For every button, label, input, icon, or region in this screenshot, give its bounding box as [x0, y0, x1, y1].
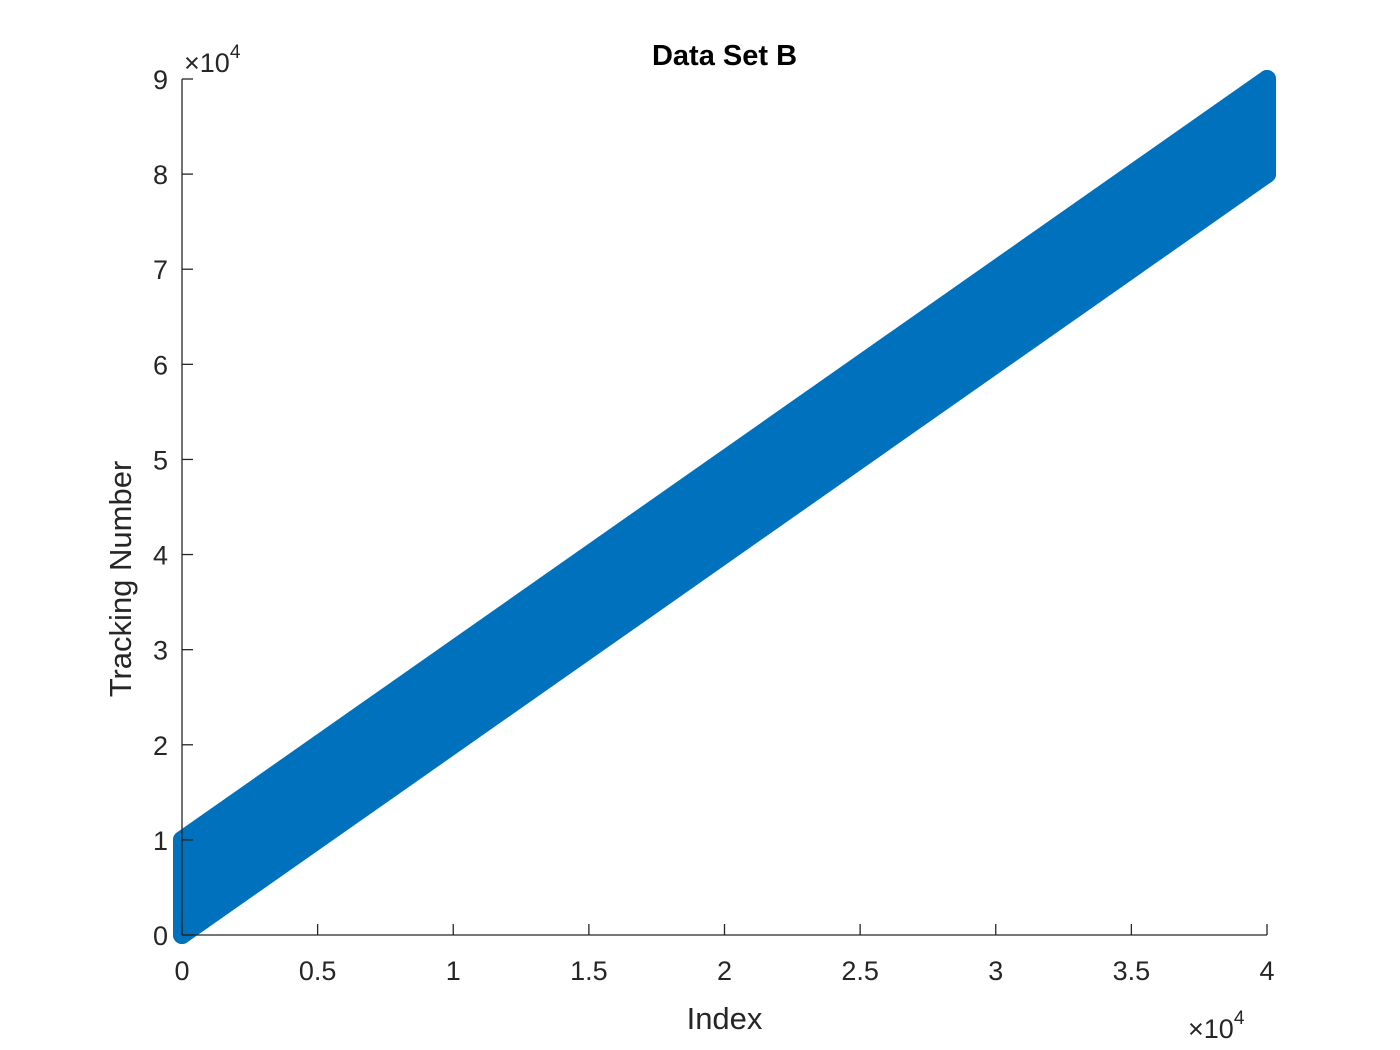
y-tick-label: 4	[153, 541, 168, 571]
x-tick-label: 0.5	[299, 956, 337, 986]
x-axis-label: Index	[687, 1001, 763, 1036]
scatter-point	[1258, 165, 1276, 184]
scatter-series-1-band	[173, 70, 1276, 944]
y-tick-label: 3	[153, 636, 168, 666]
y-tick-label: 1	[153, 826, 168, 856]
y-ticks: 0 1 2 3 4 5 6 7 8 9	[153, 65, 193, 951]
y-axis-label: Tracking Number	[103, 461, 138, 698]
x-tick-label: 0	[174, 956, 189, 986]
y-tick-label: 6	[153, 350, 168, 380]
x-exponent-base: ×10	[1188, 1014, 1234, 1044]
y-tick-label: 0	[153, 921, 168, 951]
y-exponent-power: 4	[230, 42, 241, 63]
x-ticks: 0 0.5 1 1.5 2 2.5 3 3.5 4	[174, 924, 1275, 986]
axes: 0 0.5 1 1.5 2 2.5 3 3.5 4 0 1 2 3 4 5 6 7 8 9	[153, 65, 1275, 986]
y-tick-label: 2	[153, 731, 168, 761]
y-tick-label: 9	[153, 65, 168, 95]
x-tick-label: 3.5	[1113, 956, 1151, 986]
x-tick-label: 4	[1259, 956, 1274, 986]
y-tick-label: 5	[153, 445, 168, 475]
x-exponent-power: 4	[1234, 1008, 1245, 1029]
scatter-marks	[173, 70, 1276, 944]
x-tick-label: 3	[988, 956, 1003, 986]
chart-title: Data Set B	[652, 40, 797, 72]
x-tick-label: 2.5	[841, 956, 879, 986]
x-tick-label: 1.5	[570, 956, 608, 986]
y-tick-label: 7	[153, 255, 168, 285]
y-tick-label: 8	[153, 160, 168, 190]
scatter-point	[1258, 70, 1276, 88]
x-tick-label: 1	[446, 956, 461, 986]
x-axis-exponent: ×104	[1188, 1008, 1245, 1044]
y-exponent-base: ×10	[184, 48, 230, 78]
x-tick-label: 2	[717, 956, 732, 986]
y-axis-exponent: ×104	[184, 42, 241, 78]
